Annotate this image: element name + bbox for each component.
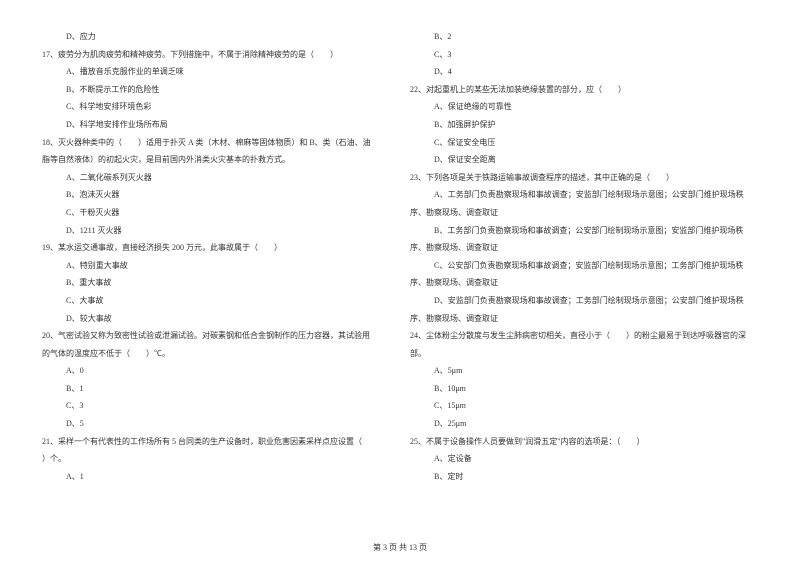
text-line: 部。 <box>410 345 758 363</box>
text-line: B、加强屏护保护 <box>410 116 758 134</box>
text-line: C、保证安全电压 <box>410 134 758 152</box>
text-line: 序、勘察现场、调查取证 <box>410 274 758 292</box>
text-line: ）个。 <box>42 450 390 468</box>
text-line: A、播放音乐克服作业的单调乏味 <box>42 63 390 81</box>
text-line: D、科学地安排作业场所布局 <box>42 116 390 134</box>
text-line: 序、勘察现场、调查取证 <box>410 239 758 257</box>
text-line: 22、对起重机上的某些无法加装绝缘装置的部分，应（ ） <box>410 81 758 99</box>
text-line: D、4 <box>410 63 758 81</box>
text-line: C、3 <box>42 397 390 415</box>
text-line: A、二氧化碳系列灭火器 <box>42 169 390 187</box>
text-line: D、1211 灭火器 <box>42 222 390 240</box>
text-line: B、定时 <box>410 468 758 486</box>
text-line: A、0 <box>42 362 390 380</box>
text-line: 17、疲劳分为肌肉疲劳和精神疲劳。下列措施中，不属于消除精神疲劳的是（ ） <box>42 46 390 64</box>
text-line: D、5 <box>42 415 390 433</box>
text-line: D、应力 <box>42 28 390 46</box>
text-line: 18、灭火器种类中的（ ）适用于扑灭 A 类（木材、棉麻等固体物质）和 B、类（… <box>42 134 390 152</box>
text-line: C、15μm <box>410 397 758 415</box>
text-line: B、1 <box>42 380 390 398</box>
text-line: 序、勘察现场、调查取证 <box>410 204 758 222</box>
text-line: D、25μm <box>410 415 758 433</box>
text-line: A、特别重大事故 <box>42 257 390 275</box>
text-line: C、科学地安排环境色彩 <box>42 98 390 116</box>
text-line: B、10μm <box>410 380 758 398</box>
text-line: 24、尘体粉尘分散度与发生尘肺病密切相关，直径小于（ ）的粉尘最易于到达呼吸器官… <box>410 327 758 345</box>
left-column: D、应力17、疲劳分为肌肉疲劳和精神疲劳。下列措施中，不属于消除精神疲劳的是（ … <box>42 28 390 533</box>
text-line: 的气体的温度应不低于（ ）℃。 <box>42 345 390 363</box>
text-line: 23、下列各项是关于铁路运输事故调查程序的描述，其中正确的是（ ） <box>410 169 758 187</box>
text-line: A、保证绝缘的可靠性 <box>410 98 758 116</box>
text-line: A、1 <box>42 468 390 486</box>
text-line: C、干粉灭火器 <box>42 204 390 222</box>
text-line: 序、勘察现场、调查取证 <box>410 310 758 328</box>
text-line: 21、采样一个有代表性的工作场所有 5 台同类的生产设备时，职业危害因素采样点应… <box>42 433 390 451</box>
text-line: D、较大事故 <box>42 310 390 328</box>
text-line: B、2 <box>410 28 758 46</box>
text-line: D、保证安全距离 <box>410 151 758 169</box>
text-line: C、大事故 <box>42 292 390 310</box>
text-line: A、定设备 <box>410 450 758 468</box>
text-line: A、工务部门负责勘察现场和事故调查；安监部门绘制现场示意图；公安部门维护现场秩 <box>410 186 758 204</box>
text-line: B、重大事故 <box>42 274 390 292</box>
text-line: 20、气密试验又称为致密性试验或泄漏试验。对碳素钢和低合金钢制作的压力容器，其试… <box>42 327 390 345</box>
text-line: 25、不属于设备操作人员要做到"润滑五定"内容的选项是：（ ） <box>410 433 758 451</box>
right-column: B、2C、3D、422、对起重机上的某些无法加装绝缘装置的部分，应（ ）A、保证… <box>410 28 758 533</box>
text-line: A、5μm <box>410 362 758 380</box>
text-line: C、公安部门负责勘察现场和事故调查；安监部门绘制现场示意图；工务部门维护现场秩 <box>410 257 758 275</box>
text-line: B、工务部门负责勘察现场和事故调查；公安部门绘制现场示意图；安监部门维护现场秩 <box>410 222 758 240</box>
text-line: 19、某水运交通事故，直接经济损失 200 万元，此事故属于（ ） <box>42 239 390 257</box>
text-line: D、安监部门负责勘察现场和事故调查；工务部门绘制现场示意图；公安部门维护现场秩 <box>410 292 758 310</box>
text-line: B、泡沫灭火器 <box>42 186 390 204</box>
text-line: B、不断提示工作的危险性 <box>42 81 390 99</box>
text-line: 脂等自然液体）的初起火灾，是目前国内外消类火灾基本的扑救方式。 <box>42 151 390 169</box>
page-footer: 第 3 页 共 13 页 <box>0 542 800 553</box>
text-line: C、3 <box>410 46 758 64</box>
exam-content: D、应力17、疲劳分为肌肉疲劳和精神疲劳。下列措施中，不属于消除精神疲劳的是（ … <box>42 28 758 533</box>
